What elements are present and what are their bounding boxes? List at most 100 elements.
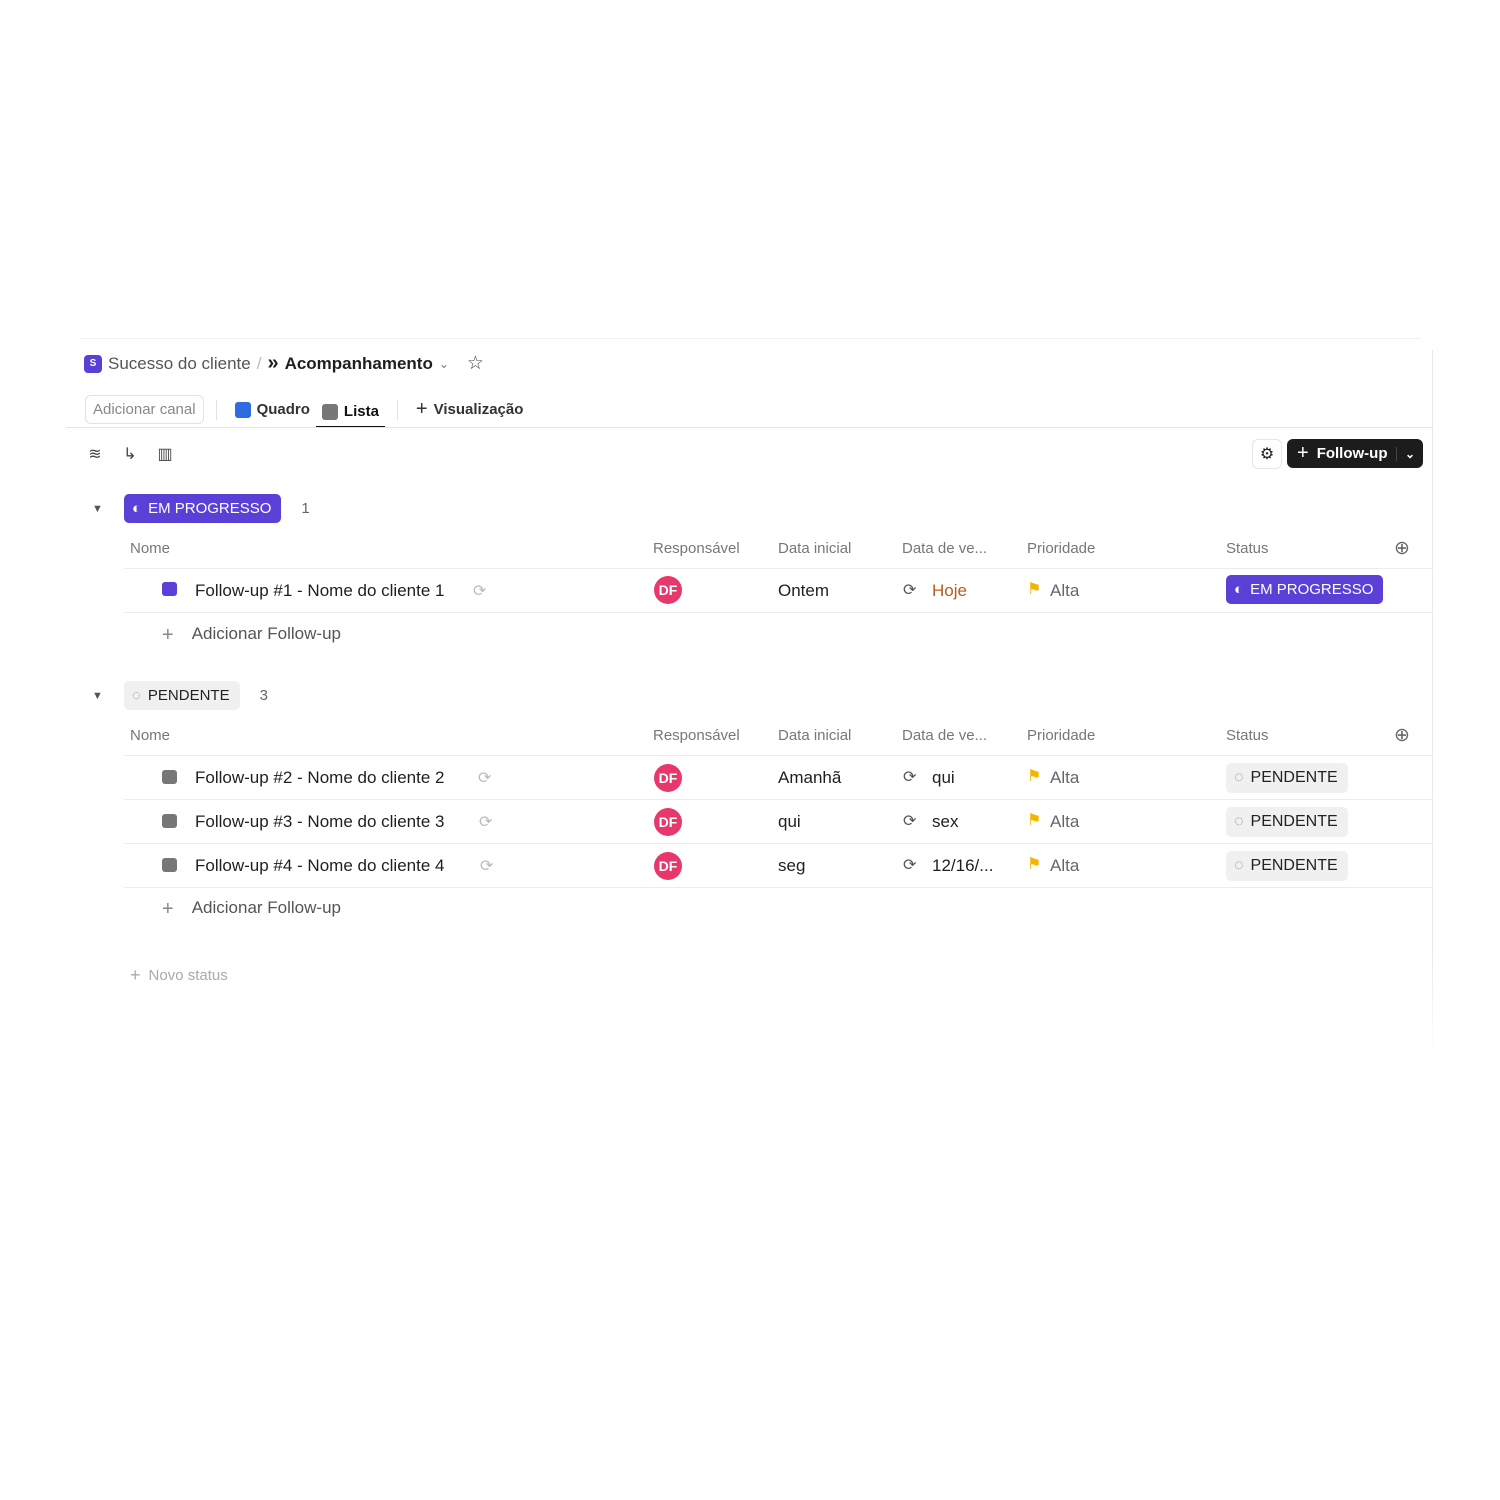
breadcrumb-list[interactable]: Acompanhamento [284, 353, 433, 373]
group-header-in-progress: ▼ ◐ EM PROGRESSO 1 [92, 494, 310, 523]
tab-label: Lista [343, 403, 379, 420]
recurring-icon: ⟳ [903, 582, 917, 599]
task-name[interactable]: Follow-up #4 - Nome do cliente 4 [195, 856, 445, 875]
col-start[interactable]: Data inicial [778, 727, 852, 744]
group-header-pending: ▼ ◌ PENDENTE 3 [92, 681, 268, 710]
add-follow-up-button[interactable]: + Follow-up ⌄ [1287, 439, 1423, 468]
status-badge[interactable]: ◌ PENDENTE [1226, 763, 1348, 793]
dashed-circle-icon: ◌ [1234, 769, 1244, 786]
col-due[interactable]: Data de ve... [902, 727, 988, 744]
view-toolbar: ≋ ↳ ▥ [80, 439, 180, 469]
divider [396, 399, 398, 420]
status-label: PENDENTE [1250, 857, 1338, 874]
col-status[interactable]: Status [1226, 540, 1269, 557]
task-name[interactable]: Follow-up #3 - Nome do cliente 3 [195, 812, 445, 831]
chevron-down-icon[interactable]: ⌄ [438, 356, 449, 371]
caret-down-icon[interactable]: ▼ [92, 689, 103, 702]
flag-icon: ⚑ [1027, 856, 1042, 873]
priority[interactable]: Alta [1050, 581, 1080, 600]
chevron-down-icon[interactable]: ⌄ [1395, 446, 1423, 461]
row-divider [124, 755, 1433, 756]
add-button-label: Follow-up [1316, 445, 1388, 462]
task-icon [162, 858, 177, 872]
status-badge[interactable]: ◐ EM PROGRESSO [1226, 575, 1384, 604]
add-task-label: Adicionar Follow-up [191, 898, 341, 917]
priority[interactable]: Alta [1050, 768, 1080, 787]
breadcrumb-separator: / [256, 353, 262, 373]
tab-label: Visualização [433, 401, 524, 418]
col-start[interactable]: Data inicial [778, 540, 852, 557]
table-row[interactable]: Follow-up #3 - Nome do cliente 3 ⟳ DF qu… [0, 800, 1433, 844]
add-view-button[interactable]: + Visualização [410, 395, 529, 424]
start-date[interactable]: Ontem [778, 581, 830, 600]
col-priority[interactable]: Prioridade [1027, 727, 1096, 744]
row-divider [124, 612, 1433, 613]
due-date[interactable]: sex [932, 812, 959, 831]
col-name[interactable]: Nome [130, 727, 171, 744]
add-column-plus-circle-icon[interactable]: ⊕ [1394, 725, 1410, 746]
recurring-icon: ⟳ [478, 770, 492, 787]
add-column-plus-circle-icon[interactable]: ⊕ [1394, 538, 1410, 559]
settings-gear-icon[interactable]: ⚙ [1252, 439, 1282, 469]
caret-down-icon[interactable]: ▼ [92, 502, 103, 515]
space-avatar-icon: S [84, 354, 102, 373]
col-priority[interactable]: Prioridade [1027, 540, 1096, 557]
start-date[interactable]: Amanhã [778, 768, 842, 787]
tab-list[interactable]: Lista [315, 391, 385, 428]
priority[interactable]: Alta [1050, 856, 1080, 875]
status-label: PENDENTE [1250, 769, 1338, 786]
avatar[interactable]: DF [654, 852, 682, 880]
top-divider [80, 338, 1420, 339]
dashed-circle-icon: ◌ [132, 687, 141, 704]
status-badge[interactable]: ◌ PENDENTE [1226, 807, 1348, 837]
plus-icon: + [130, 965, 141, 985]
table-row[interactable]: Follow-up #1 - Nome do cliente 1 ⟳ DF On… [0, 569, 1433, 612]
new-status-button[interactable]: + Novo status [130, 965, 228, 985]
col-name[interactable]: Nome [130, 540, 171, 557]
table-row[interactable]: Follow-up #4 - Nome do cliente 4 ⟳ DF se… [0, 844, 1433, 888]
avatar[interactable]: DF [654, 808, 682, 836]
plus-icon: + [162, 898, 174, 920]
priority[interactable]: Alta [1050, 812, 1080, 831]
columns-icon[interactable]: ▥ [157, 446, 173, 463]
due-date[interactable]: qui [932, 768, 955, 787]
add-task-button[interactable]: + Adicionar Follow-up [162, 624, 341, 647]
status-badge[interactable]: ◐ EM PROGRESSO [124, 494, 282, 523]
tab-board[interactable]: Quadro [229, 395, 316, 424]
dashed-circle-icon: ◌ [1234, 857, 1244, 874]
due-date[interactable]: Hoje [932, 581, 967, 600]
col-assignee[interactable]: Responsável [653, 540, 740, 557]
status-label: PENDENTE [147, 687, 230, 704]
add-task-button[interactable]: + Adicionar Follow-up [162, 898, 341, 921]
avatar[interactable]: DF [654, 576, 682, 604]
task-name[interactable]: Follow-up #2 - Nome do cliente 2 [195, 768, 445, 787]
board-icon [234, 401, 251, 418]
breadcrumb-space[interactable]: Sucesso do cliente [108, 353, 251, 373]
layers-icon[interactable]: ≋ [88, 446, 102, 463]
subtasks-icon[interactable]: ↳ [123, 446, 137, 463]
status-badge[interactable]: ◌ PENDENTE [124, 681, 240, 710]
view-tabs: Adicionar canal Quadro Lista + Visualizaç… [85, 391, 529, 428]
start-date[interactable]: seg [778, 856, 806, 875]
col-status[interactable]: Status [1226, 727, 1269, 744]
status-label: PENDENTE [1250, 813, 1338, 830]
table-row[interactable]: Follow-up #2 - Nome do cliente 2 ⟳ DF Am… [0, 756, 1433, 800]
task-icon [162, 770, 177, 784]
task-icon [162, 582, 177, 596]
status-label: EM PROGRESSO [1250, 581, 1374, 598]
add-task-label: Adicionar Follow-up [191, 624, 341, 643]
star-icon[interactable]: ☆ [466, 353, 484, 374]
breadcrumb: S Sucesso do cliente / » Acompanhamento … [84, 352, 484, 375]
task-icon [162, 814, 177, 828]
flag-icon: ⚑ [1027, 812, 1042, 829]
list-icon [321, 403, 338, 420]
avatar[interactable]: DF [654, 764, 682, 792]
row-divider [124, 568, 1433, 569]
col-due[interactable]: Data de ve... [902, 540, 988, 557]
add-channel-button[interactable]: Adicionar canal [85, 395, 204, 424]
start-date[interactable]: qui [778, 812, 801, 831]
task-name[interactable]: Follow-up #1 - Nome do cliente 1 [195, 581, 445, 600]
due-date[interactable]: 12/16/... [932, 856, 994, 875]
status-badge[interactable]: ◌ PENDENTE [1226, 851, 1348, 881]
col-assignee[interactable]: Responsável [653, 727, 740, 744]
